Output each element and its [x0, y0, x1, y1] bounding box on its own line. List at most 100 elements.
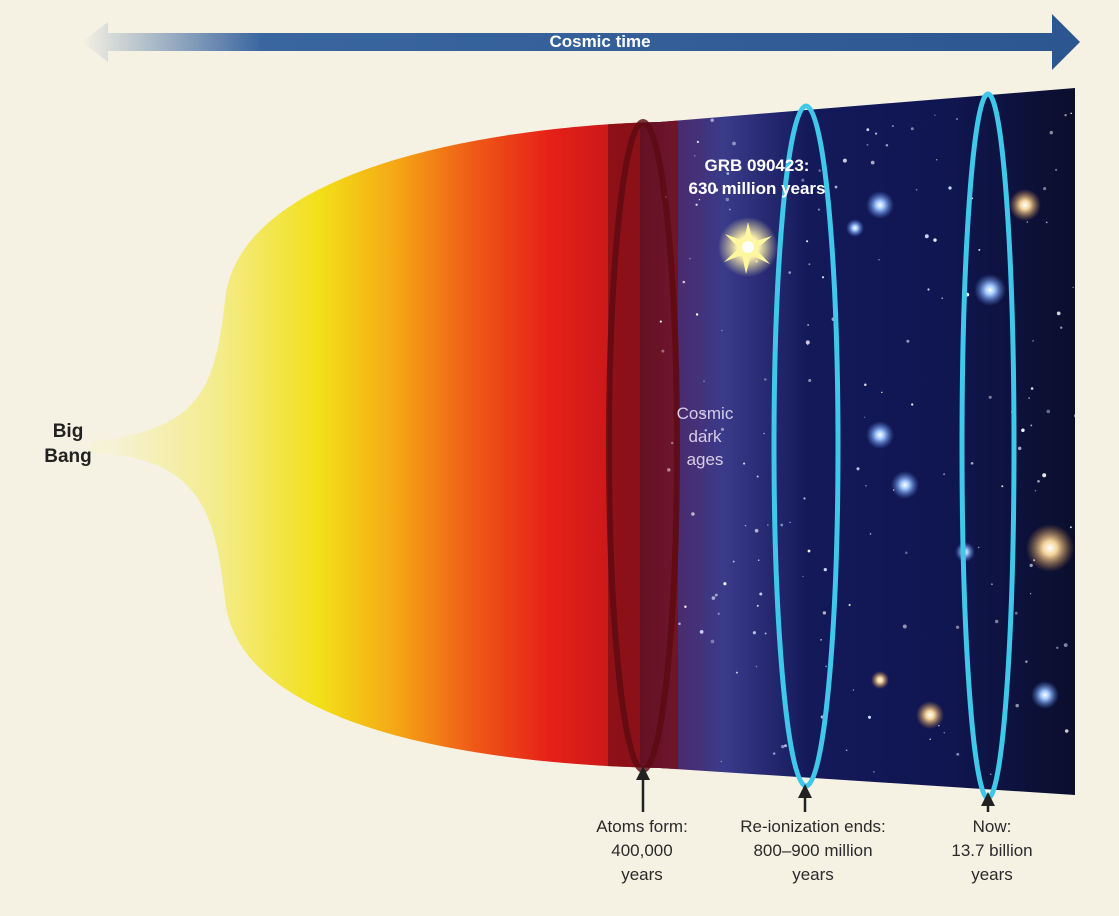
star [970, 461, 974, 465]
star [866, 143, 869, 146]
star [881, 391, 883, 394]
star [725, 197, 730, 202]
event-line2: 400,000 [611, 840, 673, 860]
dark-ages-label: Cosmic dark ages [660, 403, 750, 472]
star [956, 752, 960, 756]
grb-label: GRB 090423: 630 million years [662, 155, 852, 201]
star [756, 604, 759, 607]
star [1064, 114, 1067, 117]
star [941, 297, 944, 300]
star [915, 188, 918, 191]
star [701, 412, 706, 416]
star [699, 630, 704, 634]
star [1059, 326, 1063, 329]
star [822, 611, 827, 615]
atoms-form-label: Atoms form: 400,000 years [562, 815, 722, 886]
star [661, 349, 665, 353]
star [989, 773, 992, 775]
big-bang-line1: Big [52, 421, 84, 442]
cosmic-time-arrow [82, 14, 1080, 70]
star [869, 533, 872, 535]
star [696, 140, 700, 144]
star [856, 467, 860, 471]
star [1030, 387, 1034, 390]
star [1064, 729, 1069, 733]
star [703, 380, 705, 383]
star [704, 429, 707, 432]
star [821, 276, 825, 279]
star [867, 715, 872, 719]
star [978, 248, 981, 251]
star [1015, 703, 1019, 708]
cosmic-time-label: Cosmic time [549, 32, 651, 51]
star [911, 403, 914, 406]
star [720, 760, 722, 763]
star [723, 582, 727, 586]
star [1034, 490, 1037, 492]
star [732, 141, 736, 146]
galaxy-glow [866, 191, 894, 219]
star [1028, 397, 1030, 399]
star [929, 738, 931, 740]
star [933, 238, 937, 242]
star [710, 118, 714, 122]
star [842, 158, 847, 163]
galaxy-glow [866, 421, 894, 449]
star [873, 771, 875, 773]
grb-burst-icon [718, 217, 778, 277]
star [848, 603, 851, 607]
star [667, 468, 671, 472]
star [684, 605, 687, 609]
star [807, 549, 811, 553]
star [934, 114, 936, 116]
star [1075, 551, 1077, 553]
star [1074, 413, 1075, 418]
star [682, 280, 686, 284]
star [891, 125, 894, 128]
star [802, 575, 804, 578]
star [805, 340, 810, 345]
star [763, 432, 765, 435]
star [1043, 187, 1047, 191]
star [720, 427, 725, 431]
star [744, 524, 747, 527]
star-field [659, 108, 1080, 775]
star [955, 625, 960, 629]
star [948, 186, 952, 190]
star [691, 512, 695, 516]
star [788, 271, 792, 274]
star [878, 259, 880, 261]
star [906, 339, 910, 343]
star [711, 596, 716, 600]
star [1029, 563, 1033, 568]
star [870, 160, 875, 165]
grb-line2: 630 million years [688, 178, 826, 198]
star [865, 484, 867, 487]
star [820, 638, 822, 641]
star [1069, 526, 1072, 529]
star [1017, 446, 1022, 451]
star [714, 188, 719, 192]
star [721, 329, 723, 332]
star [834, 185, 838, 189]
galaxy-glow [846, 219, 864, 237]
star [1049, 130, 1054, 135]
star [990, 583, 993, 586]
star [678, 622, 681, 626]
star [756, 475, 759, 478]
star [695, 203, 698, 206]
star [695, 313, 699, 316]
star [1079, 119, 1080, 120]
star [1030, 424, 1033, 427]
star [754, 528, 759, 533]
star [1046, 409, 1051, 414]
star [977, 546, 980, 549]
star [885, 143, 889, 147]
star [1021, 428, 1025, 432]
galaxy-glow [974, 274, 1006, 306]
star [924, 234, 929, 239]
galaxy-glow [916, 701, 944, 729]
star [759, 592, 763, 596]
star [905, 551, 908, 555]
event-line1: Atoms form: [596, 817, 688, 836]
